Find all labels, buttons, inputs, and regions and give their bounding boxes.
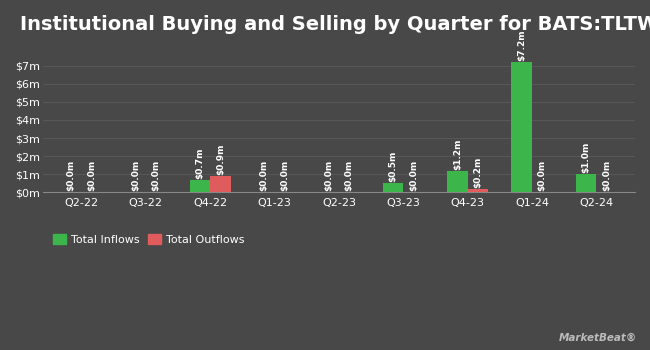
Text: $0.0m: $0.0m bbox=[409, 160, 418, 191]
Text: $7.2m: $7.2m bbox=[517, 29, 526, 61]
Text: $0.0m: $0.0m bbox=[151, 160, 161, 191]
Text: $0.0m: $0.0m bbox=[66, 160, 75, 191]
Legend: Total Inflows, Total Outflows: Total Inflows, Total Outflows bbox=[48, 230, 249, 249]
Text: $0.0m: $0.0m bbox=[87, 160, 96, 191]
Text: $1.0m: $1.0m bbox=[582, 142, 591, 173]
Text: $0.9m: $0.9m bbox=[216, 144, 225, 175]
Text: $0.0m: $0.0m bbox=[602, 160, 611, 191]
Text: $0.0m: $0.0m bbox=[280, 160, 289, 191]
Title: Institutional Buying and Selling by Quarter for BATS:​TLTW: Institutional Buying and Selling by Quar… bbox=[20, 15, 650, 34]
Text: MarketBeat®: MarketBeat® bbox=[559, 333, 637, 343]
Text: $0.0m: $0.0m bbox=[324, 160, 333, 191]
Text: $0.5m: $0.5m bbox=[389, 151, 397, 182]
Bar bbox=[576, 174, 597, 193]
Bar bbox=[210, 176, 231, 193]
Bar bbox=[190, 180, 210, 193]
Bar bbox=[467, 189, 488, 192]
Text: $0.0m: $0.0m bbox=[131, 160, 140, 191]
Bar bbox=[447, 171, 467, 192]
Text: $0.0m: $0.0m bbox=[538, 160, 547, 191]
Text: $0.0m: $0.0m bbox=[344, 160, 354, 191]
Text: $1.2m: $1.2m bbox=[453, 138, 462, 169]
Bar bbox=[512, 62, 532, 192]
Text: $0.7m: $0.7m bbox=[196, 147, 204, 178]
Bar bbox=[383, 183, 403, 192]
Text: $0.2m: $0.2m bbox=[473, 156, 482, 188]
Text: $0.0m: $0.0m bbox=[260, 160, 268, 191]
